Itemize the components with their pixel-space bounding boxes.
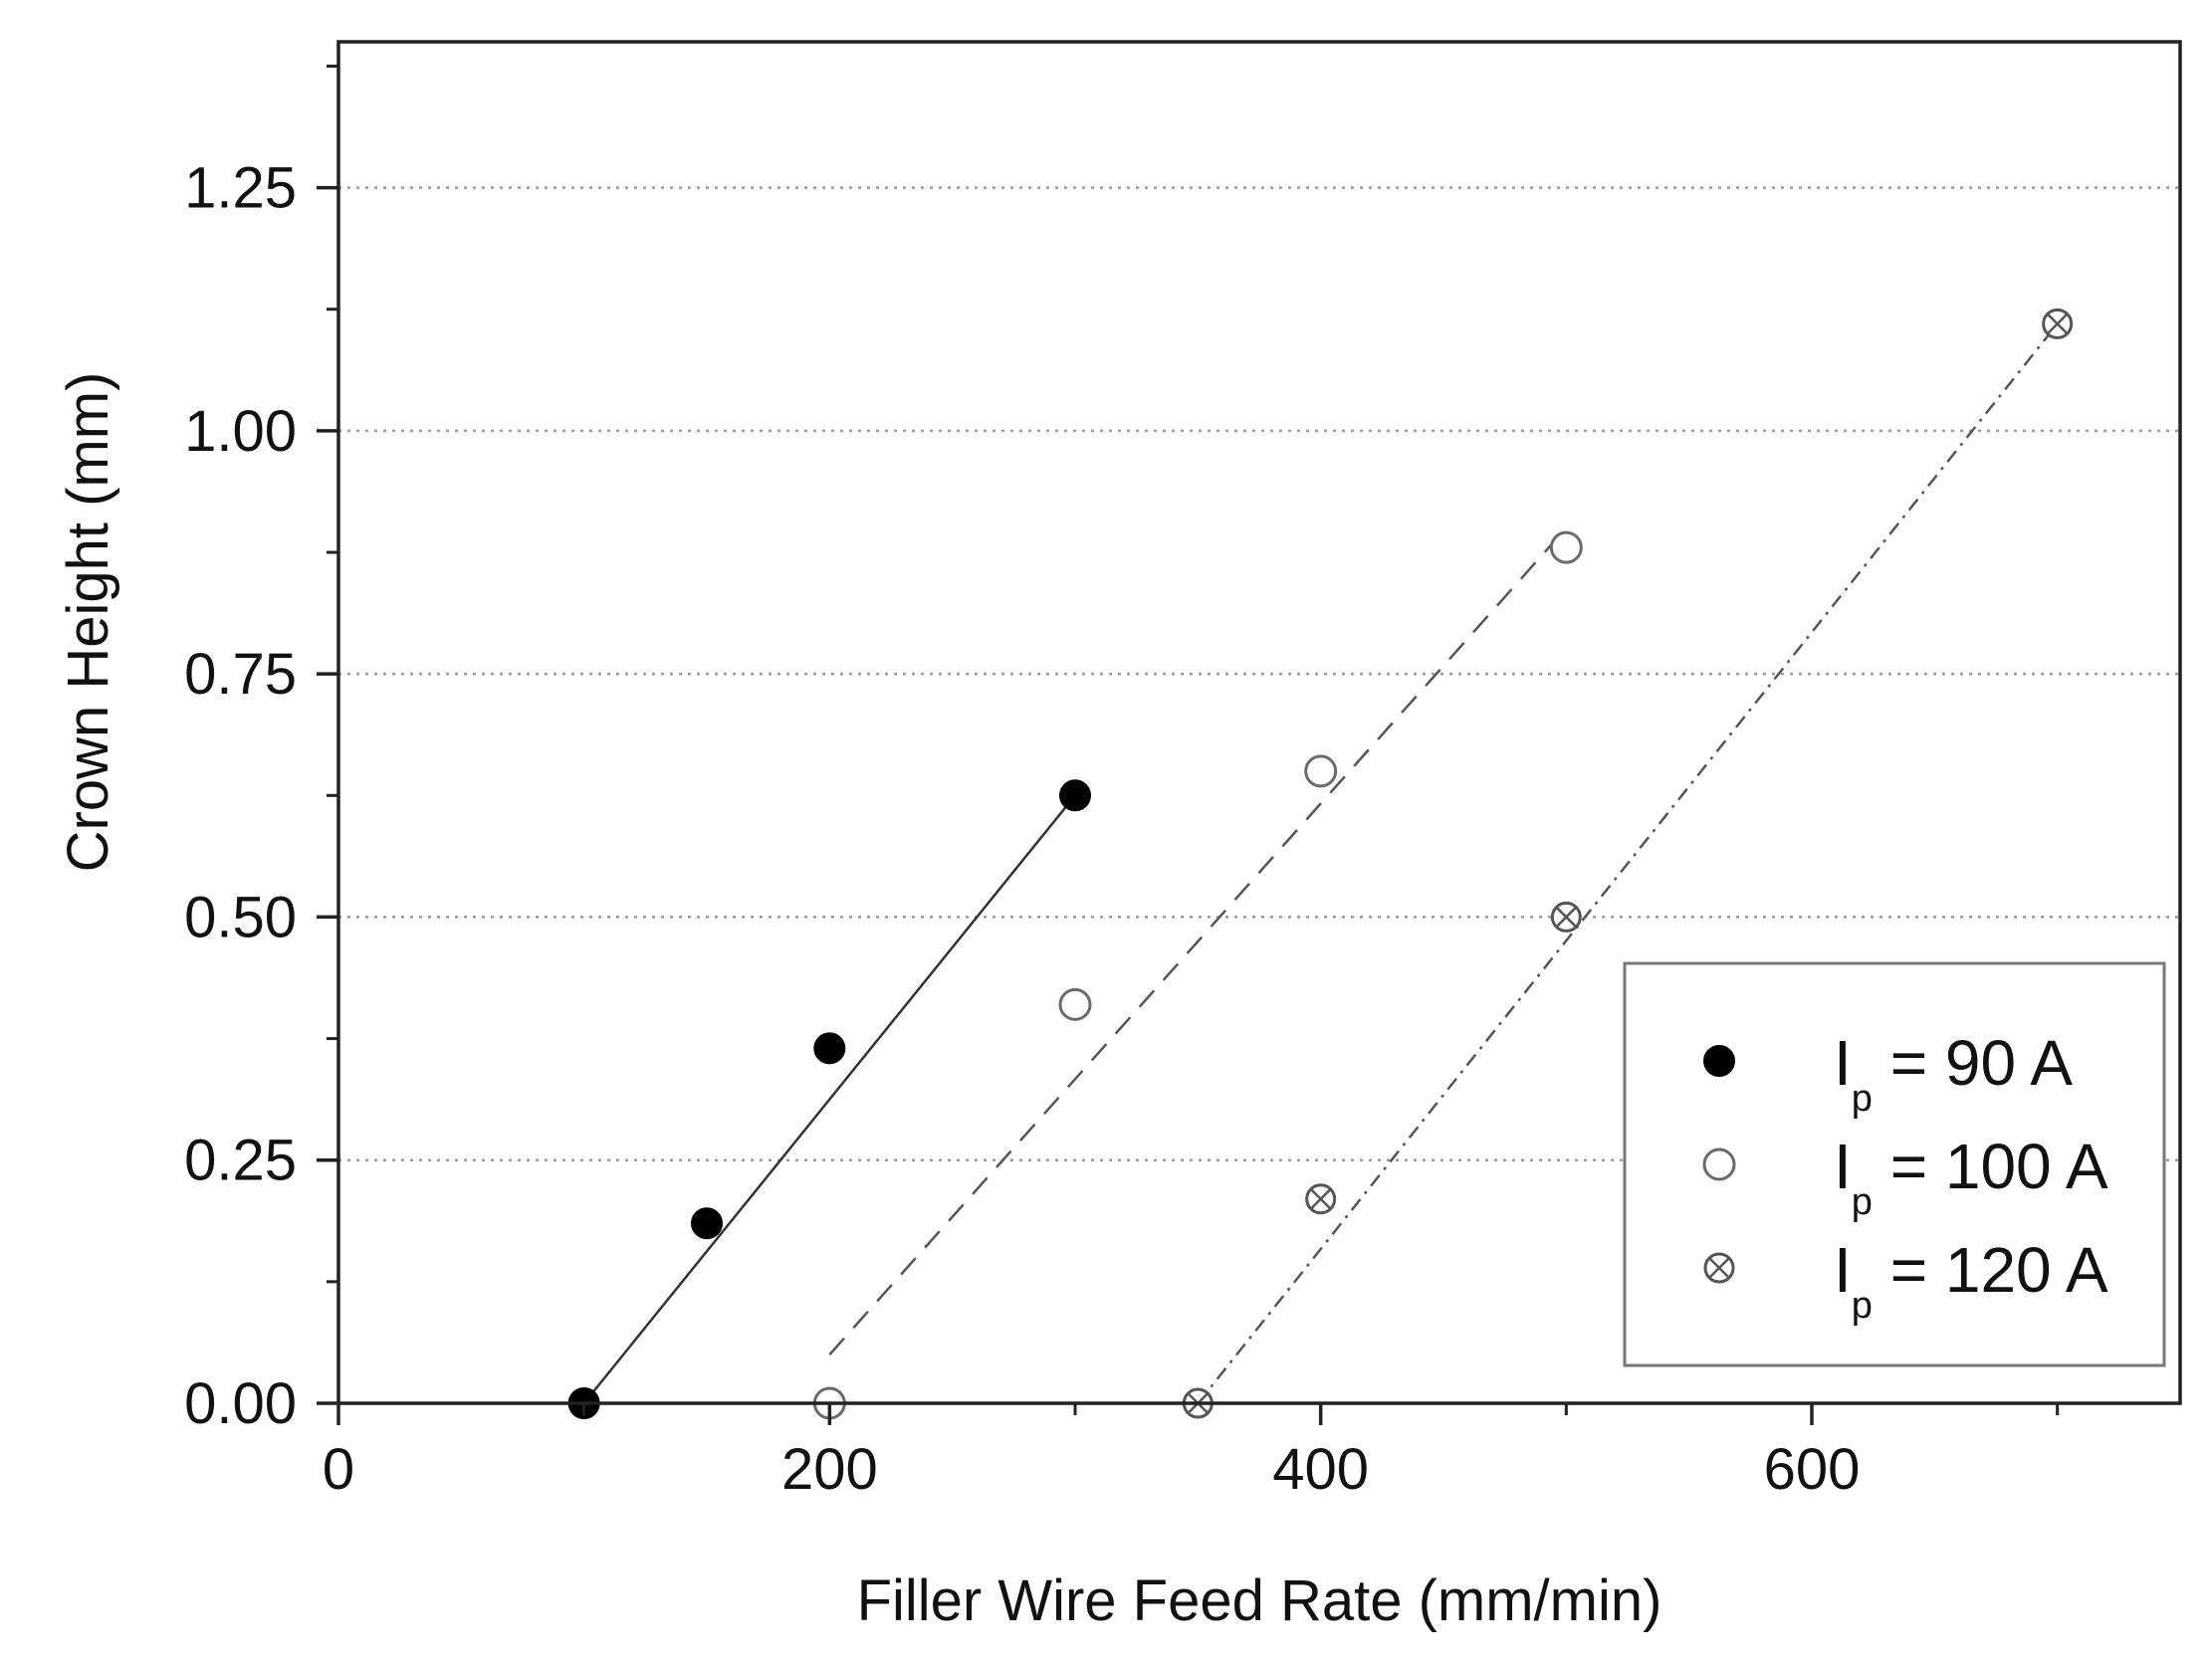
point-ip120-cross-b	[1556, 907, 1577, 928]
x-axis-title: Filler Wire Feed Rate (mm/min)	[857, 1568, 1662, 1633]
legend-subscript: p	[1852, 1181, 1873, 1223]
point-ip90	[813, 1032, 846, 1065]
x-tick-label: 600	[1764, 1437, 1861, 1502]
fit-lines	[582, 322, 2059, 1404]
fit-line-ip100	[828, 526, 1568, 1355]
point-ip90	[1059, 779, 1091, 812]
point-ip100	[1549, 530, 1583, 564]
legend-marker-ip90	[1703, 1045, 1735, 1077]
legend: Ip = 90 AIp = 100 AIp = 120 A	[1623, 961, 2166, 1367]
y-tick-label: 0.75	[184, 642, 297, 707]
x-tick-label: 200	[781, 1437, 878, 1502]
legend-suffix: = 120 A	[1873, 1234, 2108, 1306]
y-axis-title: Crown Height (mm)	[56, 372, 120, 873]
legend-subscript: p	[1852, 1078, 1873, 1120]
point-ip100	[1058, 987, 1092, 1021]
point-ip100	[1304, 754, 1338, 788]
plot-frame	[336, 40, 2182, 1405]
y-tick-label: 0.50	[184, 885, 297, 949]
legend-marker-ip120	[1703, 1252, 1735, 1284]
legend-suffix: = 100 A	[1873, 1131, 2108, 1202]
point-ip120-cross-b	[1310, 1188, 1331, 1209]
point-ip120-cross-b	[2047, 313, 2068, 334]
point-ip120	[1305, 1183, 1337, 1215]
y-tick-label: 0.00	[184, 1371, 297, 1436]
legend-suffix: = 90 A	[1873, 1027, 2073, 1099]
point-ip90	[691, 1207, 723, 1240]
fit-line-ip90	[582, 794, 1076, 1404]
x-tick-label: 0	[323, 1437, 354, 1502]
legend-marker-ip100	[1702, 1147, 1736, 1181]
point-ip120	[2042, 308, 2074, 339]
data-markers	[567, 308, 2074, 1420]
fit-line-ip120	[1197, 322, 2059, 1404]
x-tick-label: 400	[1272, 1437, 1369, 1502]
y-tick-label: 1.00	[184, 399, 297, 464]
legend-subscript: p	[1852, 1285, 1873, 1327]
axes: 0.00 0.25 0.50 0.75 1.00 1.25 0 200 400 600	[184, 40, 2182, 1502]
legend-marker-ip120-cross-b	[1709, 1258, 1729, 1278]
y-tick-label: 1.25	[184, 156, 297, 221]
y-tick-label: 0.25	[184, 1129, 297, 1193]
point-ip120	[1550, 901, 1582, 933]
